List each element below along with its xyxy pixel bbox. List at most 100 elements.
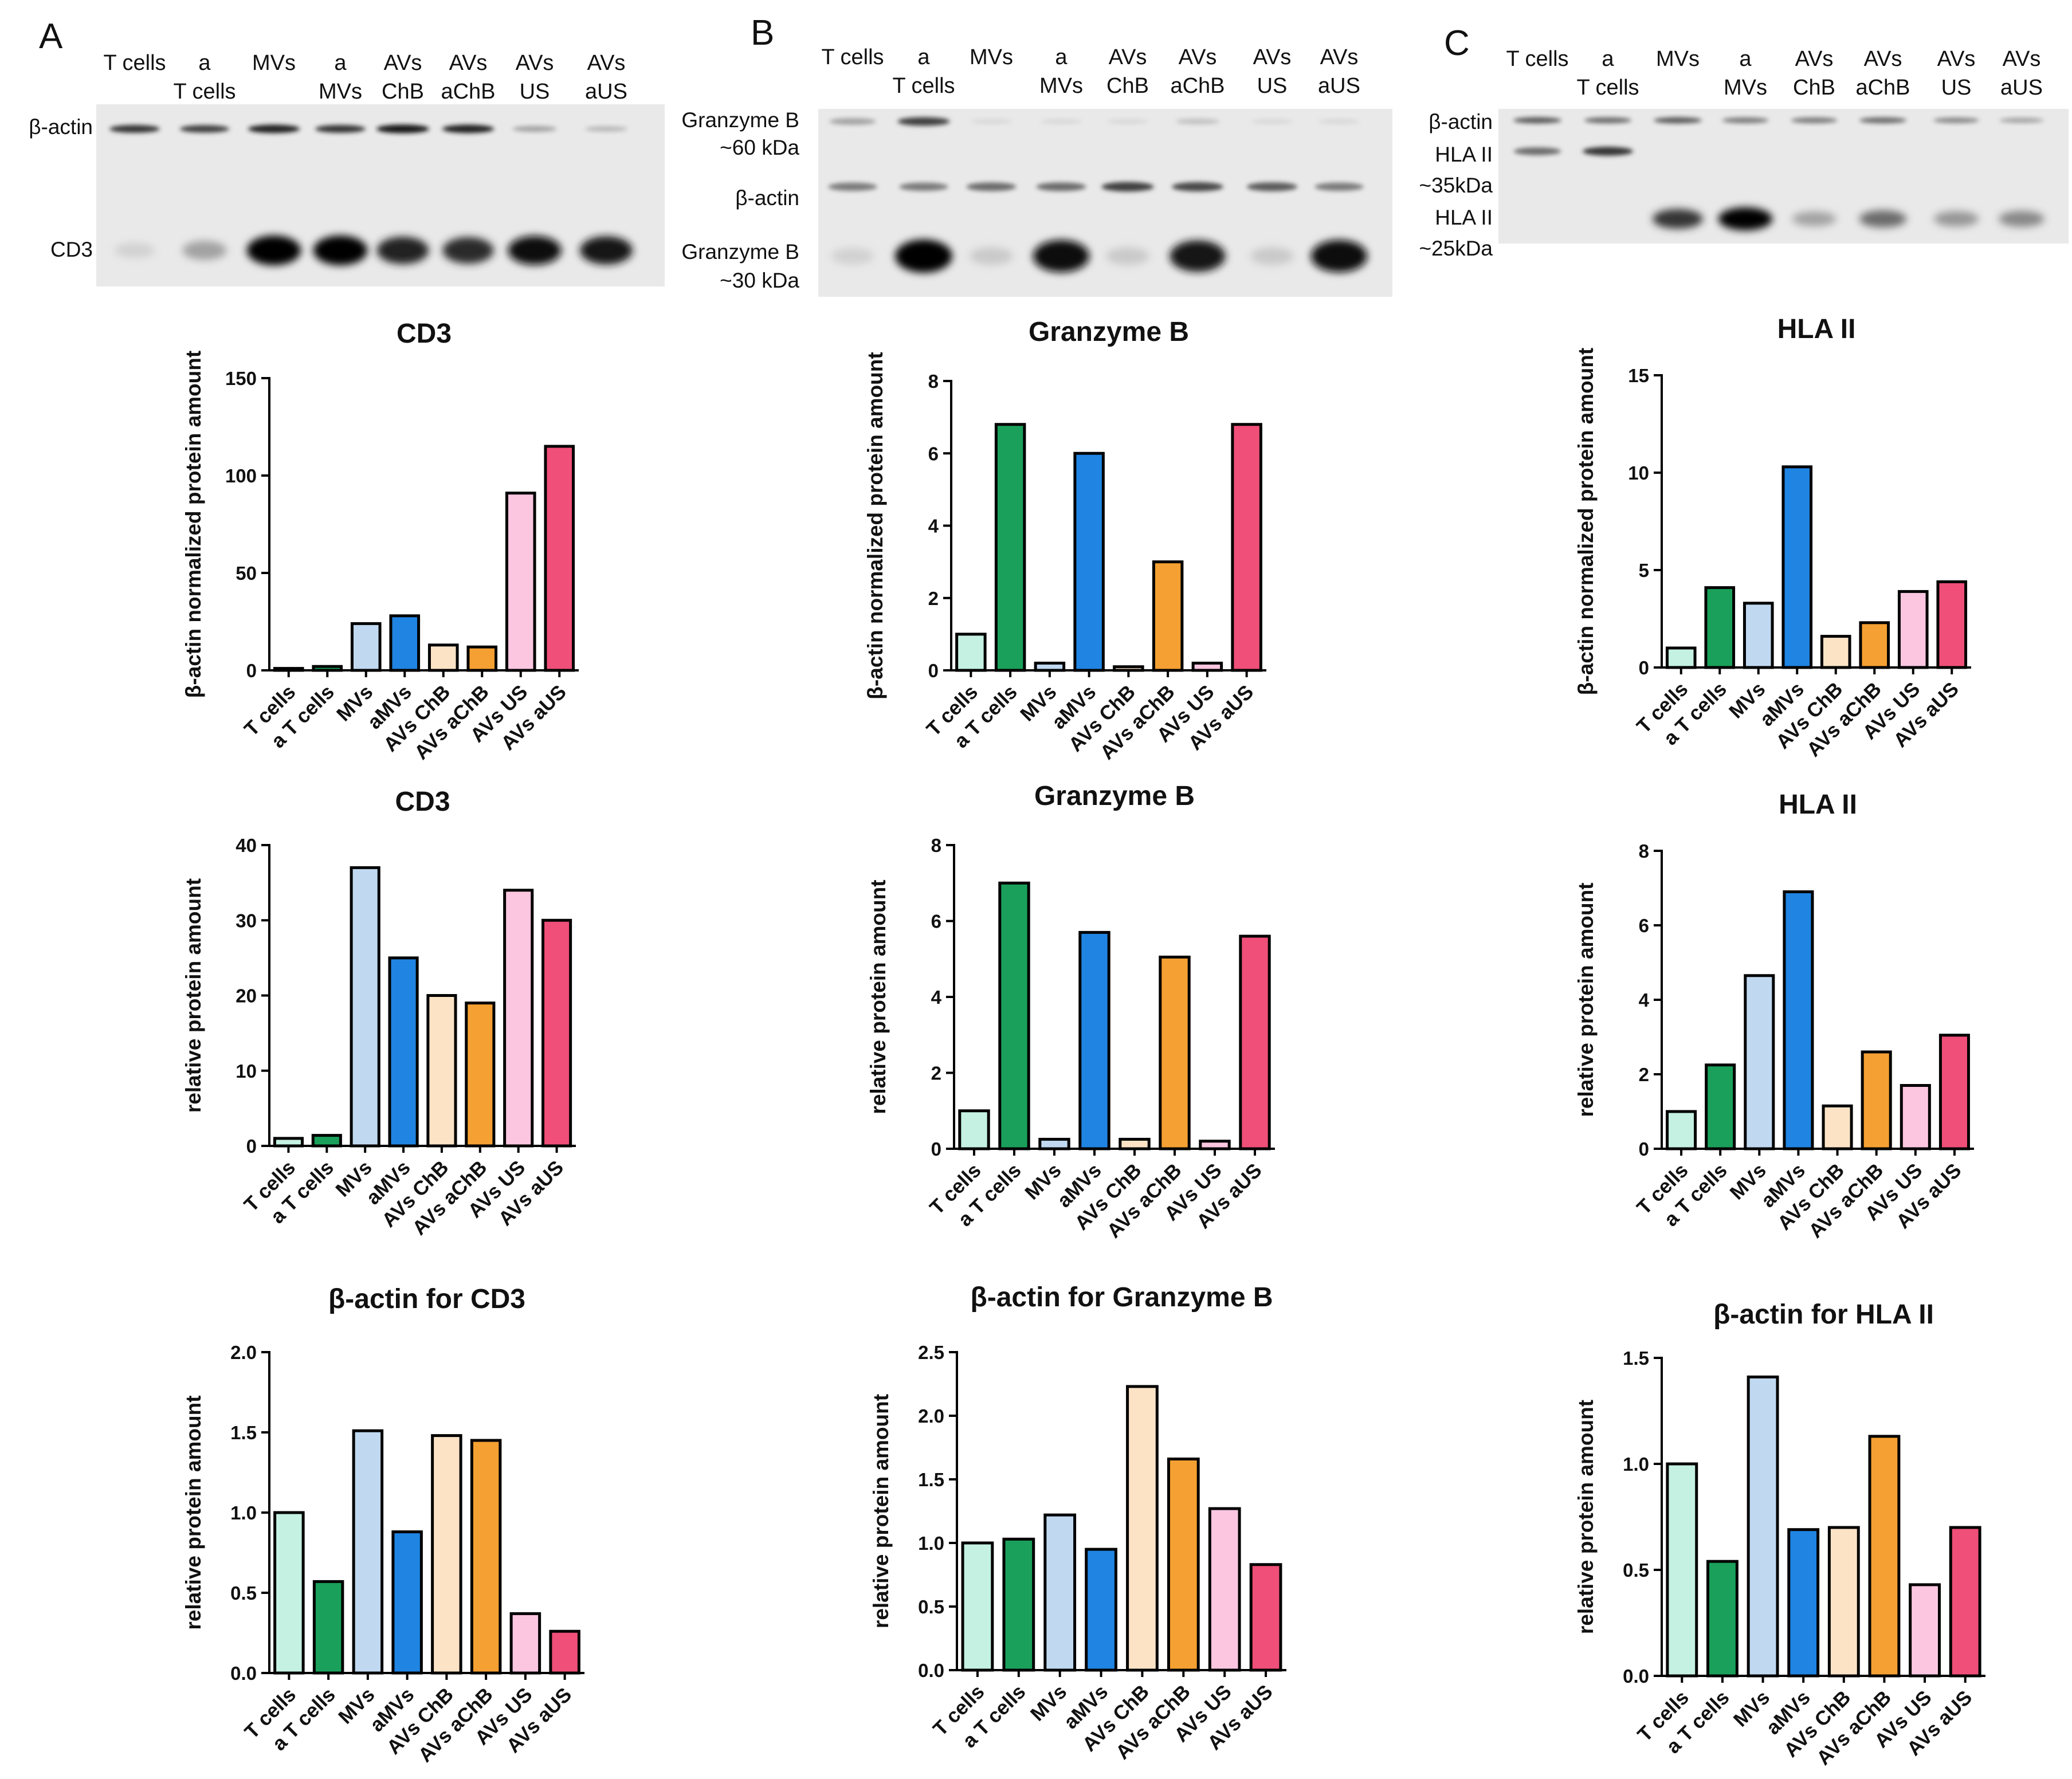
band-beta-actin-lane-4 [1036, 182, 1086, 191]
bar-avs-us [1909, 1583, 1941, 1678]
lane-label-avs-achb: aChB [441, 80, 495, 104]
bar-avs-achb [465, 1002, 496, 1148]
band-beta-actin-lane-7 [512, 125, 557, 132]
lane-label-avs-aus: AVs [587, 51, 626, 75]
lane-label-a-mvs: a [1739, 47, 1752, 71]
blot-membrane [1498, 109, 2069, 244]
bar-avs-us [1897, 590, 1929, 669]
bar-avs-aus [1936, 580, 1968, 669]
y-tick-label: 0 [1639, 657, 1649, 678]
y-tick-label: 5 [1639, 560, 1649, 581]
bar-avs-chb [1820, 635, 1851, 669]
chart-title: Granzyme B [1029, 317, 1189, 347]
bar-t-cells [955, 633, 987, 672]
band-CD3-lane-8 [580, 236, 633, 265]
bar-avs-chb [427, 643, 459, 672]
panel-letter-a: A [39, 17, 63, 56]
chart-title: Granzyme B [1034, 781, 1195, 811]
bar-avs-aus [1949, 1526, 1981, 1678]
band-hla-ii-35-lane-1 [1513, 147, 1561, 155]
y-tick-label: 2 [931, 1063, 941, 1084]
y-axis-label: relative protein amount [182, 1395, 205, 1629]
y-axis-label: β-actin normalized protein amount [182, 351, 205, 698]
lane-label-a-mvs: a [1055, 45, 1068, 69]
lane-label-avs-achb: aChB [1855, 76, 1910, 100]
lane-label-t-cells: T cells [103, 51, 166, 75]
bar-amvs [1085, 1548, 1117, 1672]
bar-mvs [1038, 1137, 1070, 1150]
y-axis-label: relative protein amount [1574, 1400, 1598, 1634]
band-beta-actin-lane-6 [1172, 182, 1223, 192]
band-hla-ii-25-lane-4 [1718, 207, 1773, 230]
lane-label-t-cells: T cells [1506, 47, 1568, 71]
band-beta-actin-lane-6 [442, 124, 495, 133]
y-tick-label: 1.0 [1623, 1454, 1649, 1475]
lane-label-avs-aus: aUS [585, 80, 627, 104]
lane-label-mvs: MVs [252, 51, 296, 75]
panel-letter-b: B [751, 13, 774, 53]
lane-label-avs-achb: AVs [1864, 47, 1902, 71]
band-granzyme-b-60-lane-5 [1106, 119, 1149, 124]
bar-avs-chb [1827, 1526, 1860, 1678]
y-axis-label: relative protein amount [182, 878, 205, 1113]
band-granzyme-b-60-lane-1 [829, 118, 876, 125]
bar-mvs [352, 1429, 384, 1675]
band-beta-actin-lane-4 [1722, 117, 1769, 124]
bar-avs-achb [1152, 560, 1184, 672]
band-granzyme-b-60-lane-3 [970, 119, 1013, 124]
lane-label-avs-chb: ChB [1106, 74, 1149, 98]
y-tick-label: 1.5 [1623, 1348, 1649, 1369]
band-CD3-lane-3 [246, 235, 301, 265]
band-granzyme-b-60-lane-6 [1175, 118, 1220, 125]
band-label-granzyme-b: Granzyme B [681, 108, 799, 132]
band-beta-actin-lane-2 [899, 182, 948, 191]
band-granzyme-b-30-lane-4 [1033, 239, 1090, 273]
y-tick-label: 2.5 [918, 1342, 944, 1363]
band-CD3-lane-5 [376, 237, 429, 264]
bar-avs-achb [470, 1439, 502, 1675]
bar-mvs [1744, 974, 1775, 1150]
bar-mvs [1043, 1513, 1077, 1672]
band-label-actin: β-actin [1429, 110, 1493, 133]
band-granzyme-b-60-lane-4 [1040, 119, 1082, 124]
lane-label-a-t-cells: T cells [892, 74, 955, 98]
y-tick-label: 30 [236, 910, 257, 931]
band-beta-actin-lane-2 [1584, 117, 1632, 124]
band-granzyme-b-60-lane-7 [1251, 119, 1293, 124]
y-axis-label: β-actin normalized protein amount [1574, 348, 1598, 695]
lane-label-a-mvs: MVs [1039, 74, 1083, 98]
y-tick-label: 8 [928, 371, 939, 392]
band-beta-actin-lane-5 [1101, 182, 1154, 192]
lane-label-avs-us: AVs [516, 51, 554, 75]
y-tick-label: 15 [1628, 365, 1649, 386]
band-label-35kda: ~35kDa [1419, 174, 1493, 197]
bar-amvs [1078, 930, 1110, 1150]
bar-a-t-cells [1704, 586, 1736, 669]
band-hla-ii-25-lane-3 [1653, 209, 1703, 229]
band-hla-ii-35-lane-2 [1583, 147, 1633, 156]
y-tick-label: 40 [236, 835, 257, 856]
y-tick-label: 0 [931, 1138, 941, 1160]
bar-a-t-cells [311, 1134, 342, 1148]
chart-cd3-normalized: CD3 β-actin normalized protein amount 0 50 1… [182, 319, 579, 764]
bar-amvs [1787, 1528, 1820, 1678]
band-beta-actin-lane-5 [1791, 117, 1838, 124]
band-granzyme-b-30-lane-5 [1106, 247, 1149, 265]
bar-t-cells [958, 1109, 990, 1150]
bar-avs-us [503, 889, 534, 1148]
lane-label-avs-achb: AVs [1179, 45, 1217, 69]
chart-beta-actin-for-cd3: β-actin for CD3 relative protein amount 0.… [182, 1284, 584, 1766]
band-beta-actin-lane-1 [828, 182, 877, 191]
y-tick-label: 0.0 [230, 1663, 257, 1684]
band-CD3-lane-2 [182, 241, 227, 260]
bar-avs-achb [1868, 1435, 1901, 1678]
bar-t-cells [1665, 646, 1697, 669]
band-beta-actin-lane-4 [315, 125, 366, 133]
bar-avs-aus [549, 1629, 580, 1675]
bar-mvs [350, 866, 380, 1148]
lane-label-a-mvs: MVs [319, 80, 362, 104]
